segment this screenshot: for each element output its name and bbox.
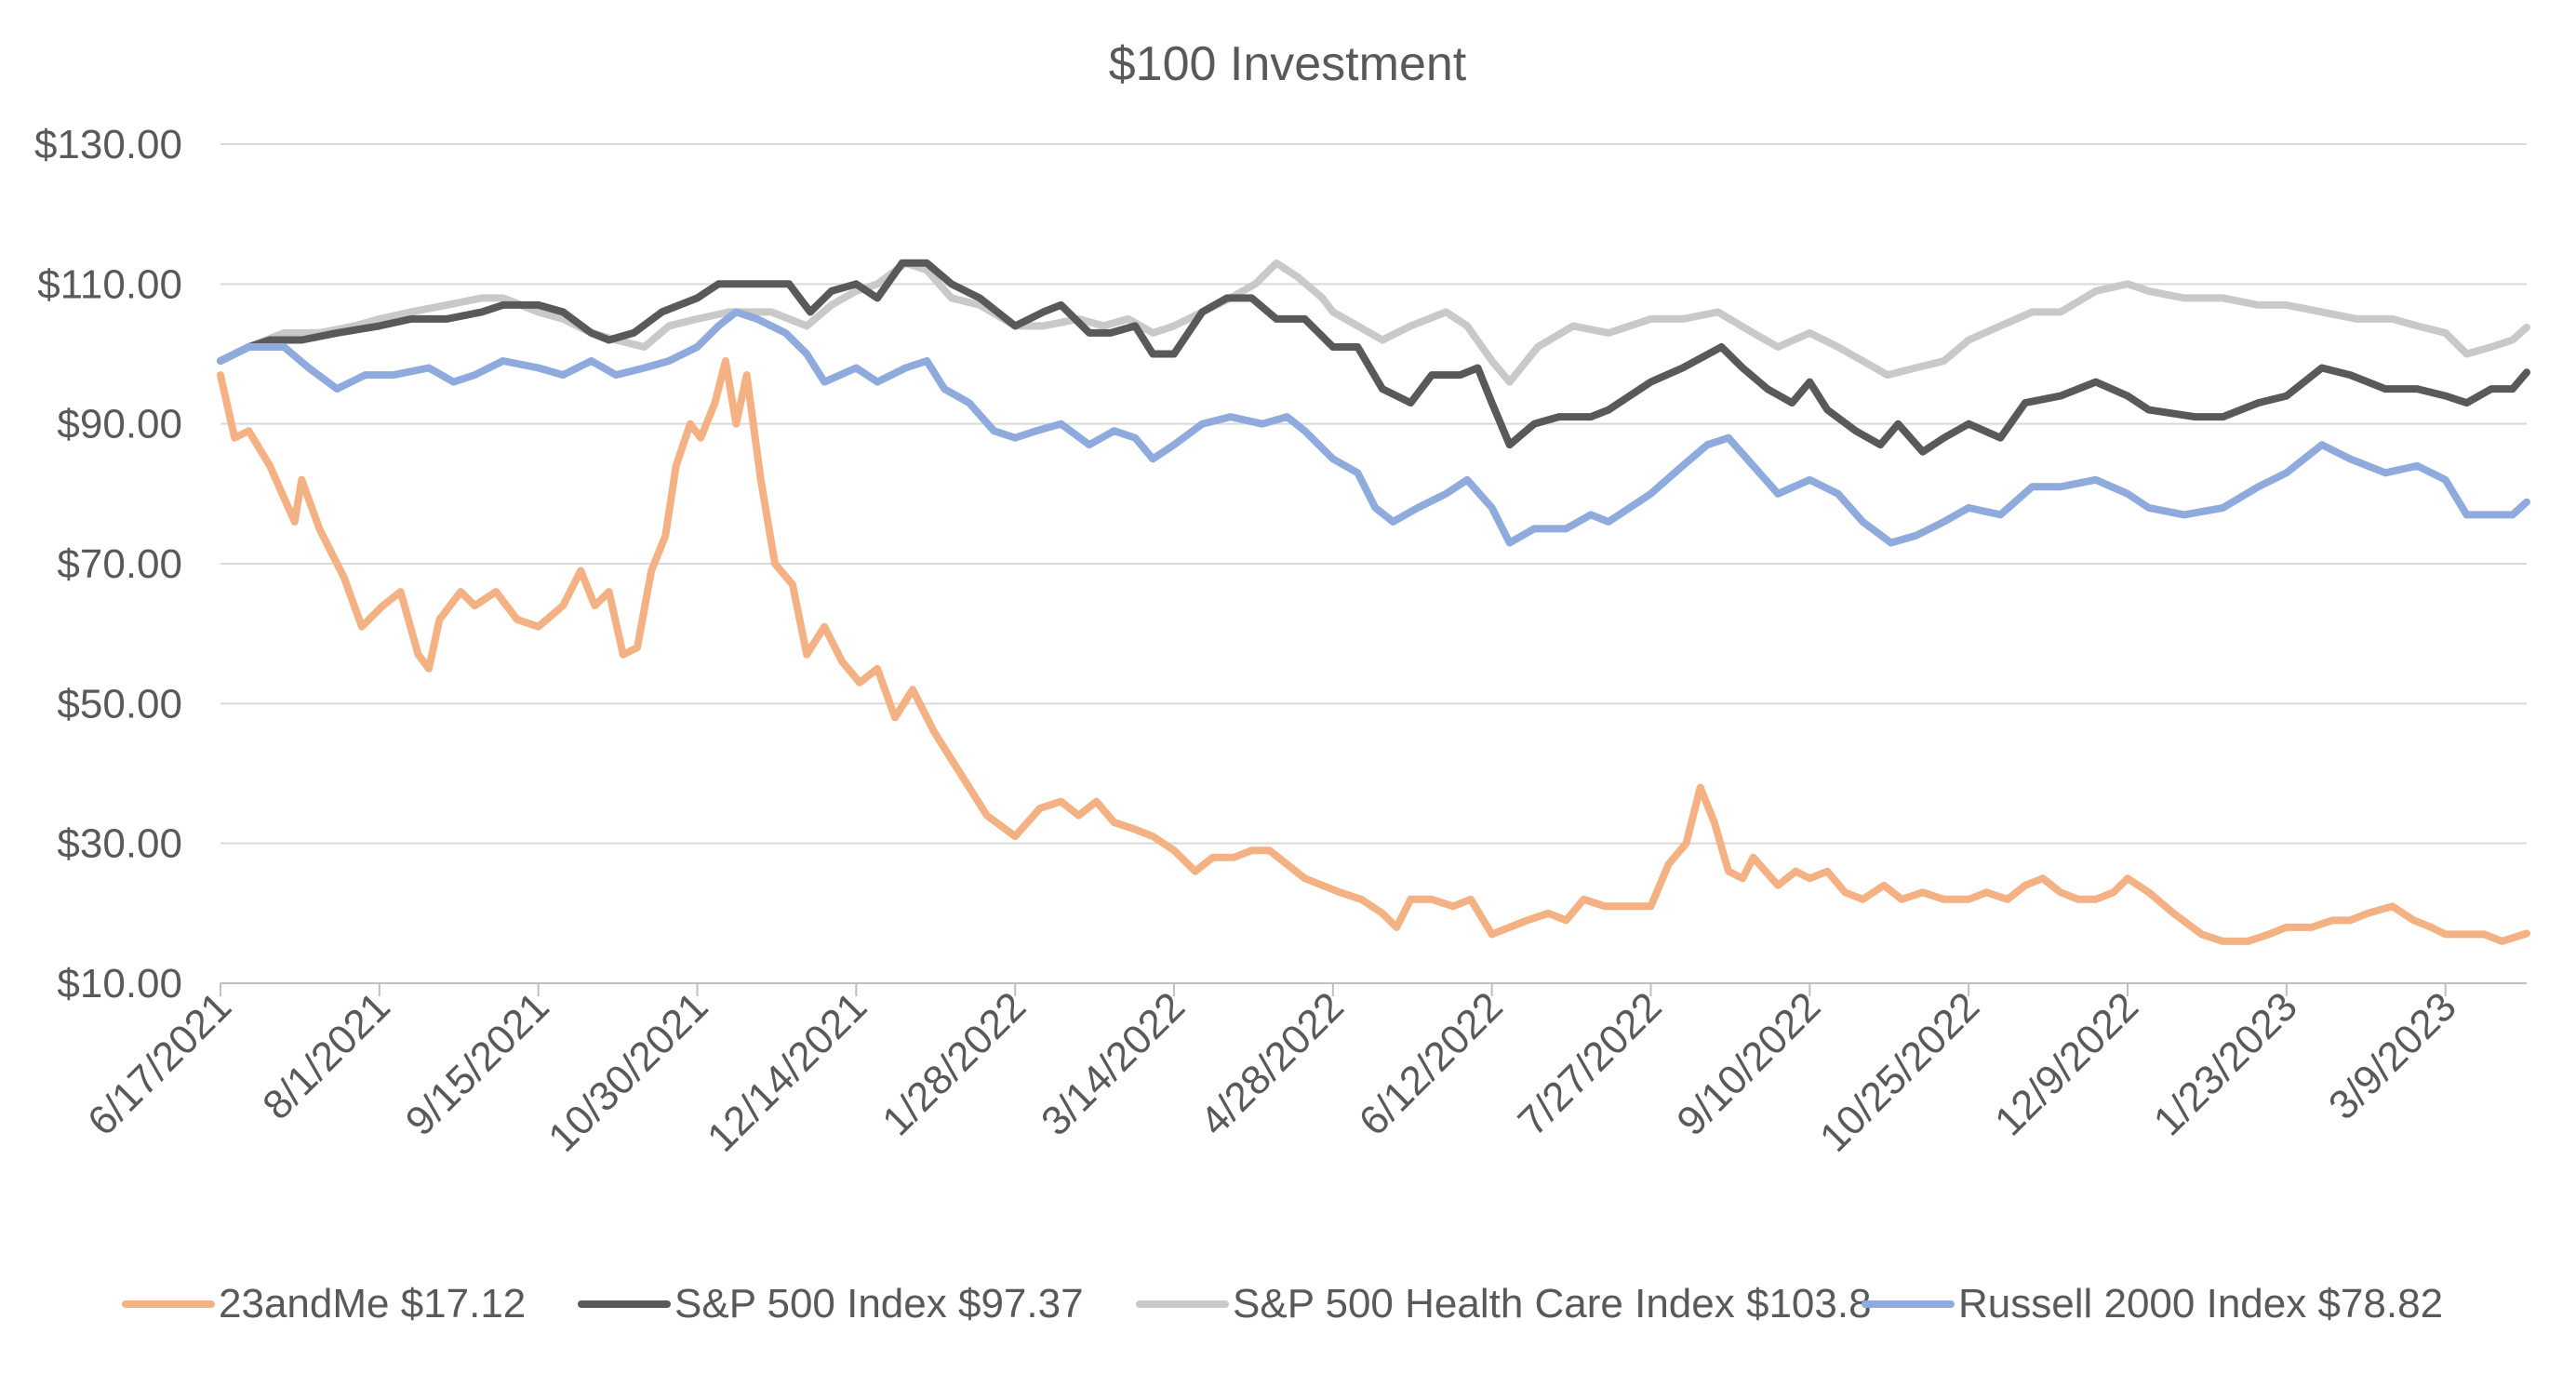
x-tick-label: 3/9/2023 [2320,983,2465,1128]
x-tick-label: 1/28/2022 [874,983,1034,1144]
x-tick-label: 7/27/2022 [1510,983,1671,1144]
x-tick-label: 6/12/2022 [1351,983,1512,1144]
y-tick-label: $50.00 [57,681,182,726]
y-tick-label: $130.00 [34,122,182,167]
y-tick-label: $110.00 [37,261,182,307]
series-line-23andme [217,357,2530,945]
series-line-s-p-500-health-care-index [217,259,2530,386]
y-tick-label: $90.00 [57,402,182,447]
x-tick-label: 10/30/2021 [540,983,716,1160]
x-tick-label: 9/15/2021 [397,983,558,1144]
y-tick-label: $70.00 [57,541,182,587]
chart-title: $100 Investment [1109,37,1467,91]
y-tick-label: $30.00 [57,821,182,867]
x-axis: 6/17/2021 8/1/20219/15/202110/30/202112/1… [79,982,2527,1161]
legend: 23andMe $17.12 S&P 500 Index $97.37 S&P 50… [122,1281,2443,1326]
x-tick-label: 9/10/2022 [1668,983,1829,1144]
x-tick-label: 1/23/2023 [2145,983,2306,1144]
series-lines [217,259,2530,945]
x-tick-label: 10/25/2022 [1811,983,1988,1160]
x-tick-label: 6/17/2021 [79,983,240,1144]
legend-label-23andme: 23andMe $17.12 [219,1281,526,1326]
gridlines [220,143,2527,845]
legend-label-russell-2000-index: Russell 2000 Index $78.82 [1958,1281,2443,1326]
series-line-russell-2000-index [217,308,2530,547]
x-tick-label: 12/9/2022 [1986,983,2147,1144]
y-tick-label: $10.00 [57,961,182,1006]
x-tick-label: 8/1/2021 [254,983,399,1128]
x-tick-label: 3/14/2022 [1033,983,1194,1144]
series-line-s-p-500-index [217,259,2530,456]
y-axis-ticks: $10.00 $30.00 $50.00 $70.00 $90.00 $110.00 $13… [34,122,182,1006]
x-tick-label: 12/14/2021 [699,983,875,1160]
legend-label-s-p-500-index: S&P 500 Index $97.37 [674,1281,1084,1326]
legend-label-s-p-500-health-care-index: S&P 500 Health Care Index $103.8 [1233,1281,1872,1326]
x-tick-label: 4/28/2022 [1192,983,1353,1144]
